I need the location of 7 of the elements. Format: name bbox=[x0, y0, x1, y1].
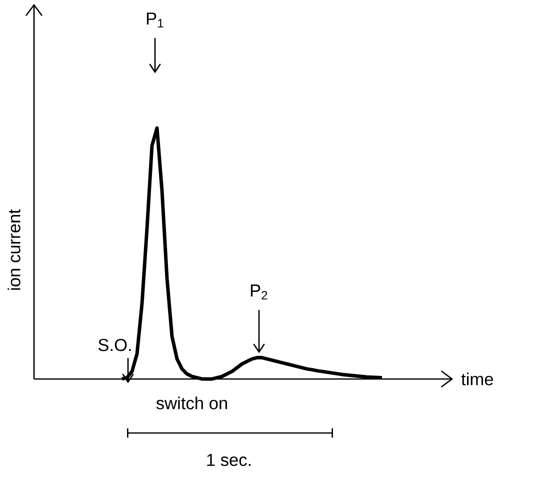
text: switch on bbox=[156, 396, 227, 410]
text: P$_{1}$ bbox=[146, 12, 164, 28]
text: 1 sec. bbox=[207, 454, 251, 466]
y-axis-title: ion current bbox=[8, 209, 20, 290]
annotation: P$_{2}$ bbox=[250, 284, 268, 300]
x-axis-title: time bbox=[461, 372, 494, 386]
annotation: S.O. bbox=[98, 338, 131, 352]
